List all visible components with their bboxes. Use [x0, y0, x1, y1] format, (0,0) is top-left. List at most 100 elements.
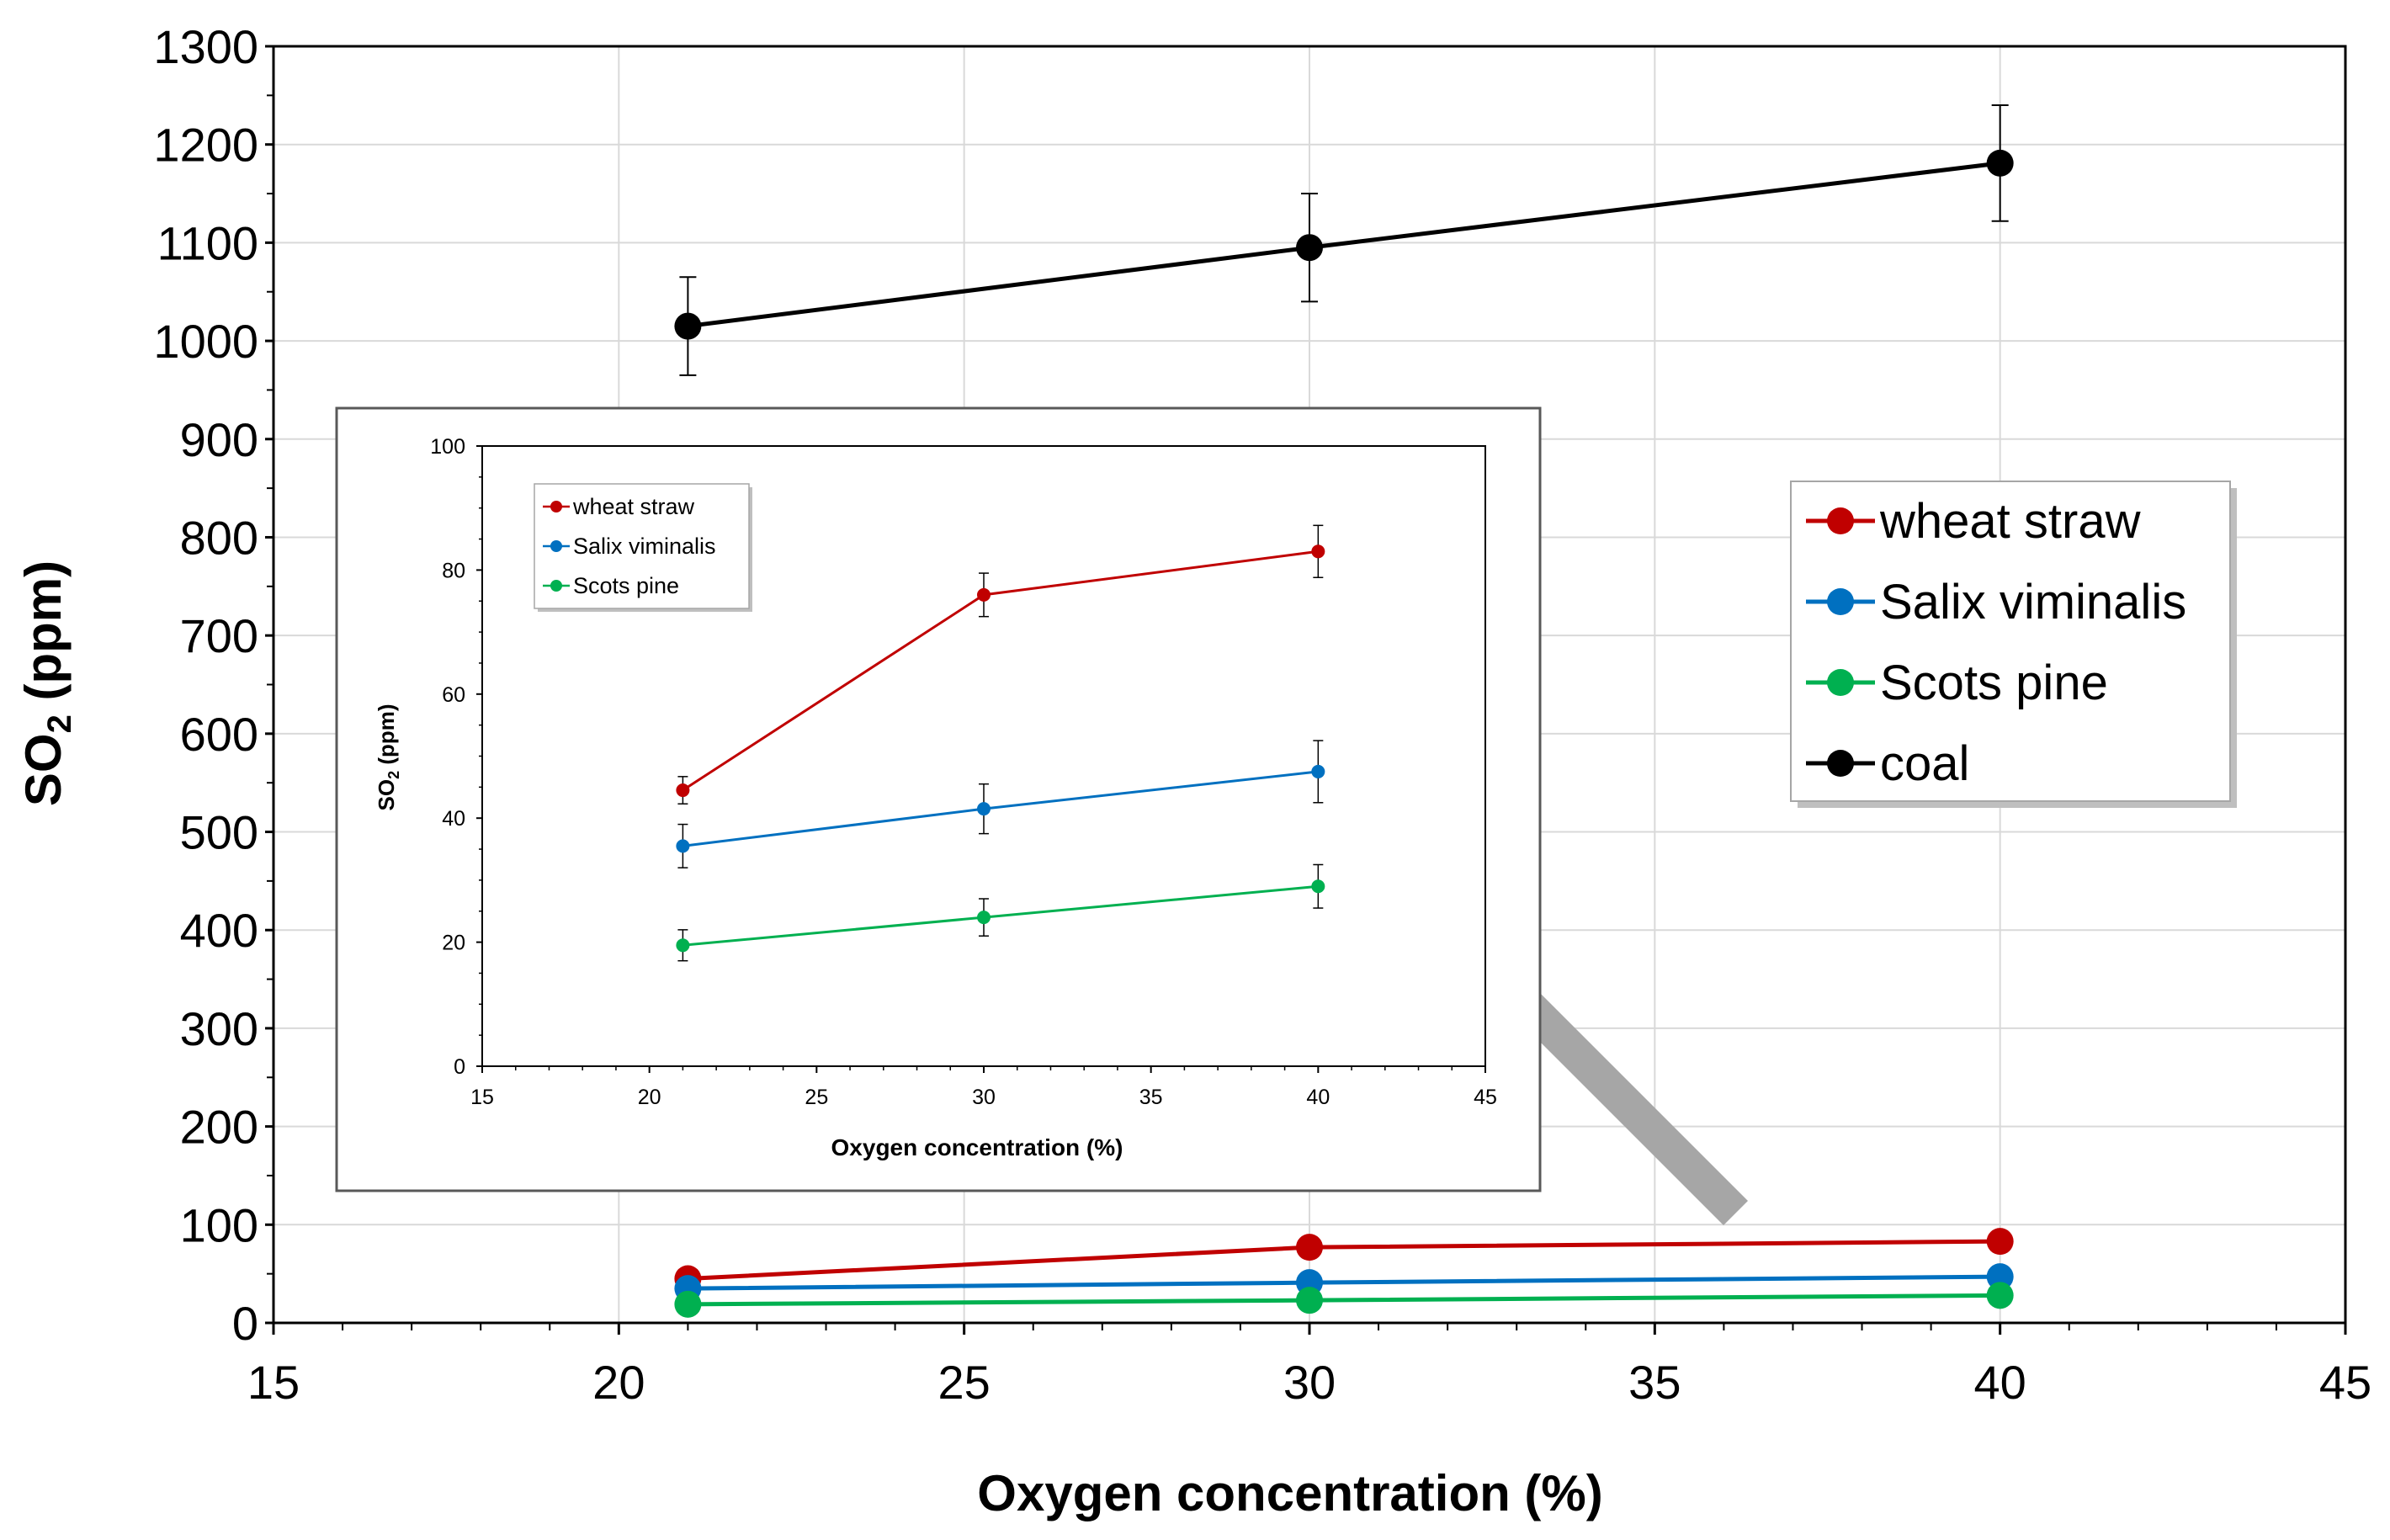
inset-series-wheat-straw — [676, 524, 1325, 805]
main-x-tick-label: 15 — [247, 1356, 300, 1409]
main-y-tick-label: 800 — [180, 511, 258, 564]
inset-y-axis-label-subscript: 2 — [385, 771, 402, 779]
main-series-coal — [674, 104, 2014, 376]
main-legend-marker — [1827, 507, 1854, 534]
main-y-tick-label: 100 — [180, 1198, 258, 1251]
inset-y-tick-label: 40 — [442, 807, 465, 831]
inset-data-point — [1311, 544, 1325, 559]
main-data-point — [1296, 1234, 1323, 1261]
main-legend-item: coal — [1806, 736, 1969, 791]
main-legend-item: wheat straw — [1806, 494, 2142, 549]
main-data-point — [1986, 1228, 2014, 1256]
inset-data-point — [676, 938, 690, 953]
main-legend-box — [1790, 481, 2231, 802]
main-data-point — [674, 312, 702, 340]
main-legend-marker — [1827, 669, 1854, 696]
inset-legend-item: Scots pine — [543, 573, 679, 598]
inset-data-point — [977, 587, 991, 602]
main-data-point — [1296, 234, 1323, 262]
inset-x-tick-label: 25 — [805, 1086, 828, 1109]
inset-data-point — [676, 839, 690, 853]
main-data-point — [1986, 1263, 2014, 1291]
main-y-tick-label: 200 — [180, 1101, 258, 1154]
main-x-tick-labels: 15 20 25 30 35 40 45 — [247, 1356, 2371, 1409]
main-axis-ticks — [265, 45, 2347, 1335]
inset-y-tick-labels: 0 20 40 60 80 100 — [430, 435, 465, 1079]
main-legend-label: Salix viminalis — [1880, 575, 2186, 629]
inset-legend-marker — [550, 580, 562, 592]
main-legend: wheat straw Salix viminalis Scots pine coal — [1790, 481, 2237, 808]
main-legend-marker — [1827, 750, 1854, 777]
main-y-axis-label-subscript: 2 — [41, 714, 78, 733]
inset-y-tick-label: 20 — [442, 932, 465, 955]
main-legend-label: coal — [1880, 736, 1969, 791]
inset-data-point — [977, 802, 991, 816]
inset-legend-label: Scots pine — [573, 573, 679, 598]
main-y-tick-label: 900 — [180, 413, 258, 466]
main-y-axis-label-unit: (ppm) — [15, 560, 72, 714]
main-y-tick-label: 600 — [180, 708, 258, 761]
main-x-tick-label: 35 — [1628, 1356, 1681, 1409]
inset-legend-item: Salix viminalis — [543, 534, 716, 559]
main-x-tick-label: 45 — [2319, 1356, 2371, 1409]
inset-data-point — [1311, 879, 1325, 894]
main-x-tick-label: 30 — [1283, 1356, 1336, 1409]
inset-box — [335, 406, 1542, 1192]
main-legend-marker — [1827, 588, 1854, 615]
inset-y-axis-label: SO2 (ppm) — [374, 704, 402, 810]
main-y-axis-label-base: SO — [15, 733, 72, 806]
main-legend-label: wheat straw — [1879, 494, 2142, 549]
main-y-tick-label: 400 — [180, 904, 258, 957]
inset-x-tick-label: 40 — [1306, 1086, 1330, 1109]
main-data-point — [1296, 1287, 1323, 1314]
inset-series — [676, 524, 1325, 962]
inset-x-axis-label: Oxygen concentration (%) — [831, 1134, 1123, 1160]
main-legend-item: Salix viminalis — [1806, 575, 2186, 629]
inset-axis-ticks — [476, 445, 1486, 1073]
inset-legend-marker — [550, 540, 562, 552]
inset-legend-label: wheat straw — [572, 494, 695, 519]
main-data-point — [1986, 1282, 2014, 1309]
main-y-axis-label: SO2 (ppm) — [15, 560, 78, 806]
inset-legend-item: wheat straw — [543, 494, 695, 519]
inset-y-axis-label-unit: (ppm) — [374, 704, 399, 770]
inset-y-tick-label: 60 — [442, 683, 465, 707]
main-y-tick-label: 0 — [232, 1297, 258, 1350]
inset-x-tick-labels: 15 20 25 30 35 40 45 — [470, 1086, 1497, 1109]
inset-x-tick-label: 35 — [1139, 1086, 1163, 1109]
inset-y-tick-label: 0 — [454, 1055, 465, 1079]
main-y-tick-label: 1000 — [153, 315, 258, 368]
main-legend-label: Scots pine — [1880, 656, 2108, 710]
main-x-axis-label: Oxygen concentration (%) — [977, 1465, 1602, 1521]
inset-x-tick-label: 30 — [972, 1086, 996, 1109]
inset-legend-label: Salix viminalis — [573, 534, 716, 559]
inset-data-point — [676, 783, 690, 798]
inset-legend-marker — [550, 501, 562, 512]
main-series-scots-pine — [674, 1282, 2014, 1318]
main-y-tick-label: 300 — [180, 1002, 258, 1055]
main-x-tick-label: 25 — [938, 1356, 991, 1409]
main-legend-item: Scots pine — [1806, 656, 2108, 710]
inset-y-axis-label-base: SO — [374, 779, 399, 811]
inset-x-tick-label: 15 — [470, 1086, 494, 1109]
inset-y-tick-label: 80 — [442, 559, 465, 582]
main-y-tick-labels: 0 100 200 300 400 500 600 700 800 900 1000 1100 1200… — [153, 20, 258, 1350]
inset-legend-box — [534, 483, 750, 609]
inset-y-tick-label: 100 — [430, 435, 465, 459]
inset-data-point — [977, 911, 991, 925]
inset-series-scots-pine — [676, 863, 1325, 962]
inset-chart: 0 20 40 60 80 100 15 20 25 30 35 40 45 Oxygen conce… — [335, 406, 1542, 1192]
main-y-tick-label: 1300 — [153, 20, 258, 73]
main-x-tick-label: 20 — [592, 1356, 645, 1409]
inset-series-salix-viminalis — [676, 740, 1325, 868]
inset-x-tick-label: 20 — [638, 1086, 661, 1109]
inset-data-point — [1311, 764, 1325, 778]
main-series — [674, 104, 2014, 1318]
main-y-tick-label: 500 — [180, 806, 258, 859]
main-y-tick-label: 700 — [180, 609, 258, 662]
inset-x-tick-label: 45 — [1474, 1086, 1497, 1109]
main-y-tick-label: 1100 — [157, 216, 258, 269]
main-data-point — [1986, 149, 2014, 177]
main-y-tick-label: 1200 — [153, 119, 258, 172]
